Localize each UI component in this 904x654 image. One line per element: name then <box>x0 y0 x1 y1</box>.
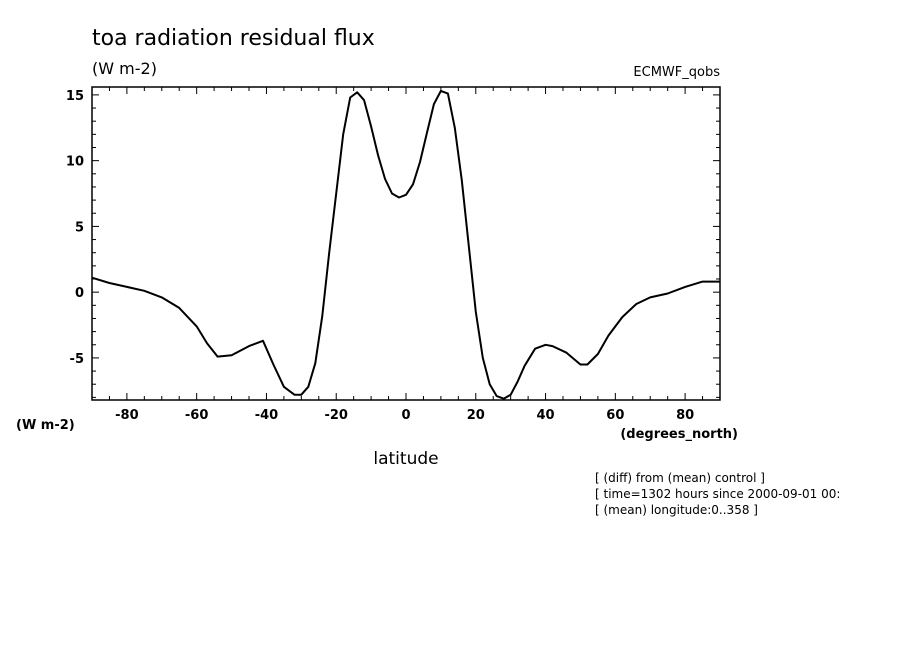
chart-title: toa radiation residual flux <box>92 26 375 51</box>
y-axis-tick-labels: -5 0 5 10 15 <box>66 89 84 367</box>
y-tick-label: -5 <box>70 352 84 367</box>
x-tick-label: -20 <box>324 408 348 423</box>
x-axis-label: latitude <box>373 449 438 469</box>
x-tick-label: -60 <box>185 408 209 423</box>
x-tick-label: 0 <box>401 408 410 423</box>
note-diff: [ (diff) from (mean) control ] <box>595 471 765 485</box>
note-time: [ time=1302 hours since 2000-09-01 00: <box>595 487 840 501</box>
y-tick-label: 0 <box>75 286 84 301</box>
x-axis-ticks <box>108 87 704 400</box>
x-axis-units: (degrees_north) <box>620 427 738 442</box>
y-tick-label: 15 <box>66 89 84 104</box>
y-axis-units: (W m-2) <box>16 418 75 433</box>
y-tick-label: 10 <box>66 155 84 170</box>
y-tick-label: 5 <box>75 220 84 235</box>
x-axis-tick-labels: -80 -60 -40 -20 0 20 40 60 80 <box>115 408 694 423</box>
x-tick-label: -80 <box>115 408 139 423</box>
y-axis-ticks <box>92 94 720 398</box>
plot-frame <box>91 86 721 401</box>
x-tick-label: 20 <box>467 408 485 423</box>
chart-units: (W m-2) <box>92 59 157 78</box>
x-tick-label: 60 <box>606 408 624 423</box>
x-tick-label: 80 <box>676 408 694 423</box>
series-line <box>91 89 720 400</box>
dataset-label: ECMWF_qobs <box>633 65 720 80</box>
note-longitude: [ (mean) longitude:0..358 ] <box>595 503 758 517</box>
x-tick-label: -40 <box>255 408 279 423</box>
x-tick-label: 40 <box>537 408 555 423</box>
